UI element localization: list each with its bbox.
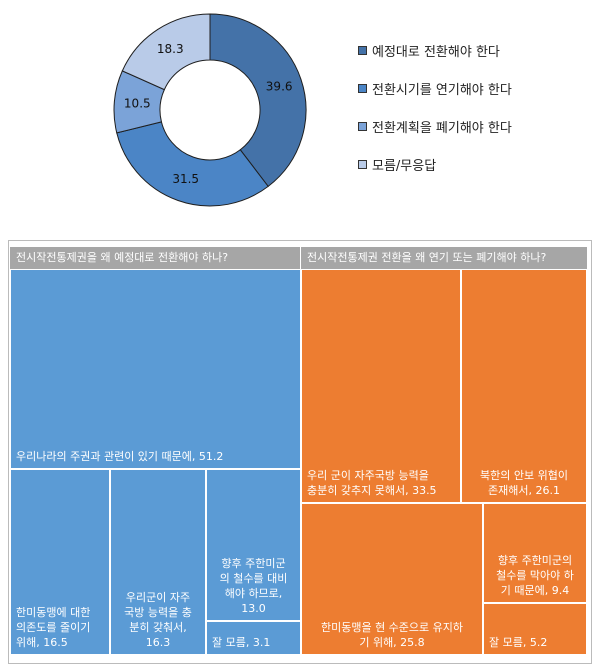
treemap-cell-label: 북한의 안보 위협이 존재해서, 26.1 <box>480 469 568 497</box>
legend-swatch <box>358 159 367 169</box>
treemap-cell-label: 한미동맹에 대한 의존도를 줄이기 위해, 16.5 <box>16 606 91 649</box>
legend-label: 예정대로 전환해야 한다 <box>372 44 500 60</box>
treemap-cell-unknown-left: 잘 모름, 3.1 <box>206 621 301 655</box>
donut-slice <box>209 13 307 188</box>
legend-label: 모름/무응답 <box>372 158 437 174</box>
donut-value-label: 39.6 <box>266 80 293 94</box>
treemap-cell-label: 향후 주한미군 의 철수를 대비 해야 하므로, 13.0 <box>219 557 288 615</box>
treemap-header-right: 전시작전통제권 전환을 왜 연기 또는 폐기해야 하나? <box>301 247 587 269</box>
donut-slice <box>116 121 269 207</box>
donut-value-label: 18.3 <box>157 42 184 56</box>
treemap-cell-sovereignty: 우리나라의 주권과 관련이 있기 때문에, 51.2 <box>10 269 301 469</box>
legend-item: 전환계획을 폐기해야 한다 <box>358 116 512 136</box>
treemap-cell-label: 잘 모름, 3.1 <box>212 636 271 649</box>
donut-chart: 39.6 31.5 10.5 18.3 <box>113 13 307 207</box>
legend-swatch <box>358 121 367 131</box>
donut-value-label: 31.5 <box>172 172 199 186</box>
treemap-cell-north-korea-threat: 북한의 안보 위협이 존재해서, 26.1 <box>461 269 587 503</box>
treemap-cell-label: 한미동맹을 현 수준으로 유지하 기 위해, 25.8 <box>320 621 464 649</box>
treemap-cell-label: 잘 모름, 5.2 <box>489 636 548 649</box>
treemap-cell-label: 우리 군이 자주국방 능력을 충분히 갖추지 못해서, 33.5 <box>307 469 437 497</box>
treemap-header-left: 전시작전통제권을 왜 예정대로 전환해야 하나? <box>10 247 300 269</box>
treemap-cell-label: 우리군이 자주 국방 능력을 충 분히 갖춰서, 16.3 <box>124 591 192 649</box>
treemap-cell-unknown-right: 잘 모름, 5.2 <box>483 603 587 655</box>
treemap-cell-maintain-alliance: 한미동맹을 현 수준으로 유지하 기 위해, 25.8 <box>301 503 483 655</box>
legend-label: 전환계획을 폐기해야 한다 <box>372 120 512 136</box>
treemap-cell-prevent-usfk-withdrawal: 향후 주한미군의 철수를 막아야 하 기 때문에, 9.4 <box>483 503 587 603</box>
treemap-chart: 전시작전통제권을 왜 예정대로 전환해야 하나? 전시작전통제권 전환을 왜 연… <box>8 240 592 664</box>
legend-item: 전환시기를 연기해야 한다 <box>358 78 512 98</box>
donut-value-label: 10.5 <box>124 96 151 110</box>
treemap-cell-label: 우리나라의 주권과 관련이 있기 때문에, 51.2 <box>16 450 224 463</box>
legend-swatch <box>358 83 367 93</box>
treemap-cell-insufficient-defense: 우리 군이 자주국방 능력을 충분히 갖추지 못해서, 33.5 <box>301 269 461 503</box>
legend-item: 예정대로 전환해야 한다 <box>358 40 500 60</box>
treemap-cell-reduce-dependence: 한미동맹에 대한 의존도를 줄이기 위해, 16.5 <box>10 469 110 655</box>
donut-slice <box>121 13 211 91</box>
treemap-cell-usfk-withdrawal-prep: 향후 주한미군 의 철수를 대비 해야 하므로, 13.0 <box>206 469 301 621</box>
legend-label: 전환시기를 연기해야 한다 <box>372 82 512 98</box>
treemap-cell-defense-capability: 우리군이 자주 국방 능력을 충 분히 갖춰서, 16.3 <box>110 469 206 655</box>
treemap-cell-label: 향후 주한미군의 철수를 막아야 하 기 때문에, 9.4 <box>496 554 574 597</box>
legend-swatch <box>358 45 367 55</box>
legend-item: 모름/무응답 <box>358 154 436 174</box>
